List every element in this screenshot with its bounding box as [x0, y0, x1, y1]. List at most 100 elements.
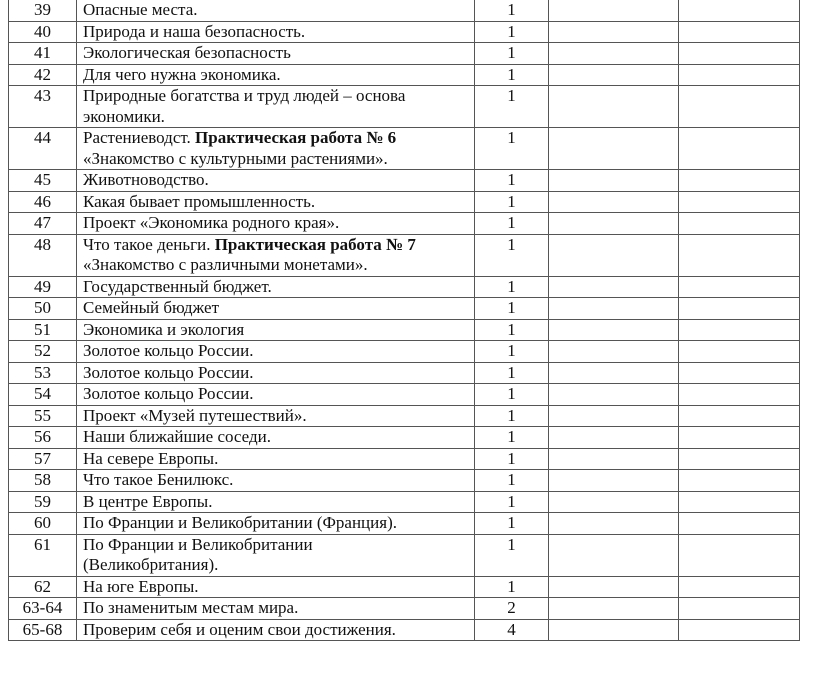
lesson-topic: Что такое деньги. Практическая работа № … — [76, 233, 475, 277]
plan-date-cell — [548, 0, 679, 22]
topic-text: На севере Европы. — [83, 448, 219, 468]
topic-text: Золотое кольцо России. — [83, 341, 254, 360]
lesson-hours: 1 — [474, 575, 549, 598]
table-row: 54 Золотое кольцо России. 1 — [8, 383, 800, 406]
plan-date-cell — [548, 469, 679, 492]
lesson-topic: На севере Европы. — [76, 447, 475, 470]
lesson-topic: Природа и наша безопасность. — [76, 20, 475, 43]
topic-text: Золотое кольцо России. — [83, 384, 254, 403]
topic-line: Животноводство. — [83, 170, 468, 191]
lesson-hours: 1 — [474, 533, 549, 577]
lesson-number: 61 — [8, 533, 77, 577]
lesson-hours: 1 — [474, 63, 549, 86]
table-row: 53 Золотое кольцо России. 1 — [8, 361, 800, 384]
fact-date-cell — [678, 318, 800, 341]
plan-date-cell — [548, 169, 679, 192]
fact-date-cell — [678, 426, 800, 449]
lesson-hours: 1 — [474, 190, 549, 213]
topic-line: Растениеводст. Практическая работа № 6 — [83, 128, 468, 149]
topic-line: Природные богатства и труд людей – основ… — [83, 86, 468, 107]
topic-text: По знаменитым местам мира. — [83, 598, 299, 617]
lesson-topic: Что такое Бенилюкс. — [76, 469, 475, 492]
fact-date-cell — [678, 383, 800, 406]
lesson-number: 55 — [8, 404, 77, 427]
lesson-hours: 1 — [474, 447, 549, 470]
topic-text: Для чего нужна экономика. — [83, 64, 281, 84]
lesson-hours: 1 — [474, 469, 549, 492]
topic-text: Экологическая безопасность — [83, 43, 291, 62]
lesson-hours: 1 — [474, 512, 549, 535]
topic-line: По Франции и Великобритании (Франция). — [83, 513, 468, 534]
lesson-plan-table: 39 Опасные места. 1 40 Природа и наша безопа… — [8, 0, 800, 641]
topic-text: По Франции и Великобритании — [83, 534, 313, 554]
lesson-hours: 1 — [474, 212, 549, 235]
plan-date-cell — [548, 340, 679, 363]
table-row: 47 Проект «Экономика родного края». 1 — [8, 212, 800, 235]
table-row: 50 Семейный бюджет 1 — [8, 297, 800, 320]
topic-line: Что такое деньги. Практическая работа № … — [83, 235, 468, 256]
table-row: 52 Золотое кольцо России. 1 — [8, 340, 800, 363]
lesson-number: 58 — [8, 469, 77, 492]
topic-text: экономики. — [83, 106, 165, 126]
fact-date-cell — [678, 512, 800, 535]
topic-line: На юге Европы. — [83, 577, 468, 598]
topic-text: (Великобритания). — [83, 555, 219, 574]
topic-text: «Знакомство с различными монетами». — [83, 255, 368, 274]
lesson-topic: Государственный бюджет. — [76, 275, 475, 298]
topic-text: Животноводство. — [83, 170, 209, 189]
plan-date-cell — [548, 42, 679, 65]
topic-line: Золотое кольцо России. — [83, 363, 468, 384]
table-row: 40 Природа и наша безопасность. 1 — [8, 20, 800, 43]
plan-date-cell — [548, 20, 679, 43]
plan-date-cell — [548, 512, 679, 535]
table-row: 55 Проект «Музей путешествий». 1 — [8, 404, 800, 427]
lesson-number: 65-68 — [8, 618, 77, 641]
lesson-number: 49 — [8, 275, 77, 298]
fact-date-cell — [678, 469, 800, 492]
lesson-topic: Золотое кольцо России. — [76, 340, 475, 363]
lesson-number: 59 — [8, 490, 77, 513]
lesson-number: 39 — [8, 0, 77, 22]
lesson-hours: 1 — [474, 361, 549, 384]
topic-text: «Знакомство с культурными растениями». — [83, 148, 388, 168]
fact-date-cell — [678, 63, 800, 86]
lesson-number: 60 — [8, 512, 77, 535]
lesson-number: 40 — [8, 20, 77, 43]
table-row: 60 По Франции и Великобритании (Франция).… — [8, 512, 800, 535]
lesson-hours: 1 — [474, 127, 549, 170]
fact-date-cell — [678, 361, 800, 384]
topic-text: Что такое Бенилюкс. — [83, 470, 234, 489]
plan-date-cell — [548, 383, 679, 406]
lesson-number: 57 — [8, 447, 77, 470]
topic-line: (Великобритания). — [83, 555, 468, 576]
lesson-hours: 1 — [474, 42, 549, 65]
table-row: 57 На севере Европы. 1 — [8, 447, 800, 470]
lesson-topic: Проект «Музей путешествий». — [76, 404, 475, 427]
lesson-hours: 1 — [474, 233, 549, 277]
lesson-hours: 1 — [474, 275, 549, 298]
lesson-number: 53 — [8, 361, 77, 384]
lesson-hours: 4 — [474, 618, 549, 641]
lesson-topic: В центре Европы. — [76, 490, 475, 513]
plan-date-cell — [548, 297, 679, 320]
lesson-number: 46 — [8, 190, 77, 213]
table-row: 62 На юге Европы. 1 — [8, 575, 800, 598]
topic-line: Государственный бюджет. — [83, 277, 468, 298]
fact-date-cell — [678, 340, 800, 363]
table-row: 48 Что такое деньги. Практическая работа … — [8, 233, 800, 277]
plan-date-cell — [548, 85, 679, 128]
plan-date-cell — [548, 275, 679, 298]
lesson-hours: 1 — [474, 169, 549, 192]
lesson-number: 43 — [8, 85, 77, 128]
topic-line: В центре Европы. — [83, 492, 468, 513]
plan-date-cell — [548, 447, 679, 470]
lesson-hours: 2 — [474, 597, 549, 620]
lesson-topic: Природные богатства и труд людей – основ… — [76, 85, 475, 128]
fact-date-cell — [678, 533, 800, 577]
topic-line: «Знакомство с культурными растениями». — [83, 149, 468, 170]
lesson-number: 51 — [8, 318, 77, 341]
plan-date-cell — [548, 127, 679, 170]
lesson-number: 50 — [8, 297, 77, 320]
lesson-number: 41 — [8, 42, 77, 65]
topic-text: Что такое деньги. — [83, 234, 215, 254]
